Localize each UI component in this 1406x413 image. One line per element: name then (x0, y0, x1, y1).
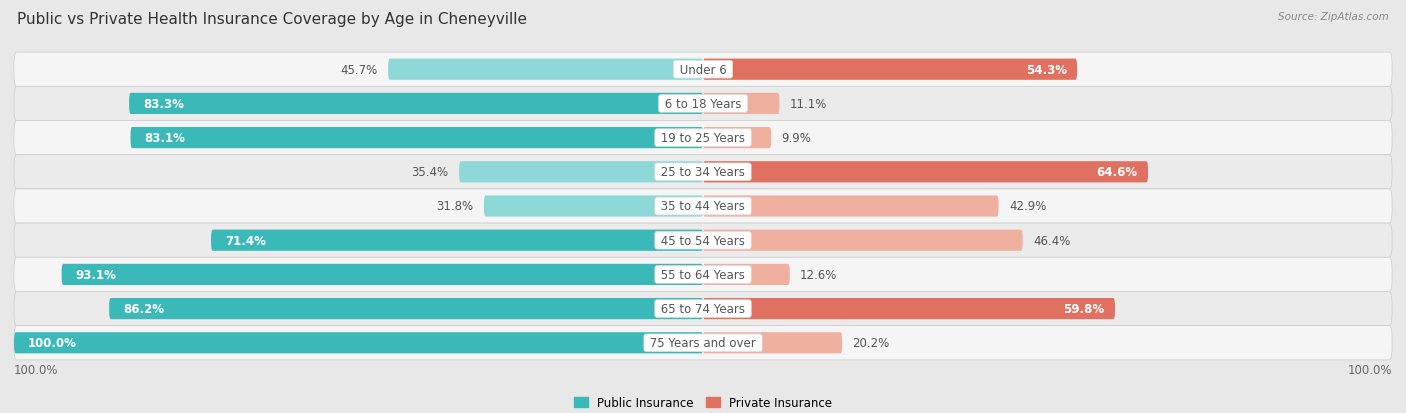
Text: 93.1%: 93.1% (76, 268, 117, 281)
Text: 45.7%: 45.7% (340, 64, 378, 76)
FancyBboxPatch shape (14, 258, 1392, 292)
FancyBboxPatch shape (14, 223, 1392, 258)
Text: 46.4%: 46.4% (1033, 234, 1070, 247)
Text: 55 to 64 Years: 55 to 64 Years (657, 268, 749, 281)
FancyBboxPatch shape (14, 121, 1392, 155)
Text: 20.2%: 20.2% (852, 337, 890, 349)
Text: 71.4%: 71.4% (225, 234, 266, 247)
FancyBboxPatch shape (129, 94, 703, 115)
Text: 19 to 25 Years: 19 to 25 Years (657, 132, 749, 145)
Text: 65 to 74 Years: 65 to 74 Years (657, 302, 749, 316)
Text: 9.9%: 9.9% (782, 132, 811, 145)
FancyBboxPatch shape (703, 196, 998, 217)
FancyBboxPatch shape (703, 128, 772, 149)
Text: 100.0%: 100.0% (1347, 363, 1392, 376)
FancyBboxPatch shape (703, 264, 790, 285)
Text: 35 to 44 Years: 35 to 44 Years (657, 200, 749, 213)
FancyBboxPatch shape (14, 190, 1392, 223)
Text: 59.8%: 59.8% (1063, 302, 1105, 316)
Text: 54.3%: 54.3% (1026, 64, 1067, 76)
Text: 83.3%: 83.3% (143, 97, 184, 111)
Text: 100.0%: 100.0% (14, 363, 59, 376)
Text: 11.1%: 11.1% (790, 97, 827, 111)
FancyBboxPatch shape (14, 292, 1392, 326)
FancyBboxPatch shape (14, 332, 703, 354)
Text: 25 to 34 Years: 25 to 34 Years (657, 166, 749, 179)
FancyBboxPatch shape (62, 264, 703, 285)
Text: 12.6%: 12.6% (800, 268, 838, 281)
FancyBboxPatch shape (703, 59, 1077, 81)
FancyBboxPatch shape (460, 162, 703, 183)
FancyBboxPatch shape (703, 162, 1149, 183)
FancyBboxPatch shape (131, 128, 703, 149)
Text: 64.6%: 64.6% (1097, 166, 1137, 179)
Legend: Public Insurance, Private Insurance: Public Insurance, Private Insurance (569, 392, 837, 413)
FancyBboxPatch shape (703, 332, 842, 354)
Text: 45 to 54 Years: 45 to 54 Years (657, 234, 749, 247)
Text: 31.8%: 31.8% (436, 200, 474, 213)
Text: Under 6: Under 6 (676, 64, 730, 76)
Text: 86.2%: 86.2% (122, 302, 165, 316)
Text: 100.0%: 100.0% (28, 337, 77, 349)
FancyBboxPatch shape (484, 196, 703, 217)
FancyBboxPatch shape (703, 230, 1022, 251)
Text: 35.4%: 35.4% (412, 166, 449, 179)
FancyBboxPatch shape (14, 326, 1392, 360)
Text: 75 Years and over: 75 Years and over (647, 337, 759, 349)
FancyBboxPatch shape (703, 94, 779, 115)
Text: 83.1%: 83.1% (145, 132, 186, 145)
FancyBboxPatch shape (110, 298, 703, 319)
FancyBboxPatch shape (211, 230, 703, 251)
FancyBboxPatch shape (14, 155, 1392, 190)
Text: Public vs Private Health Insurance Coverage by Age in Cheneyville: Public vs Private Health Insurance Cover… (17, 12, 527, 27)
FancyBboxPatch shape (14, 53, 1392, 87)
FancyBboxPatch shape (14, 87, 1392, 121)
Text: 6 to 18 Years: 6 to 18 Years (661, 97, 745, 111)
Text: Source: ZipAtlas.com: Source: ZipAtlas.com (1278, 12, 1389, 22)
Text: 42.9%: 42.9% (1010, 200, 1046, 213)
FancyBboxPatch shape (388, 59, 703, 81)
FancyBboxPatch shape (703, 298, 1115, 319)
